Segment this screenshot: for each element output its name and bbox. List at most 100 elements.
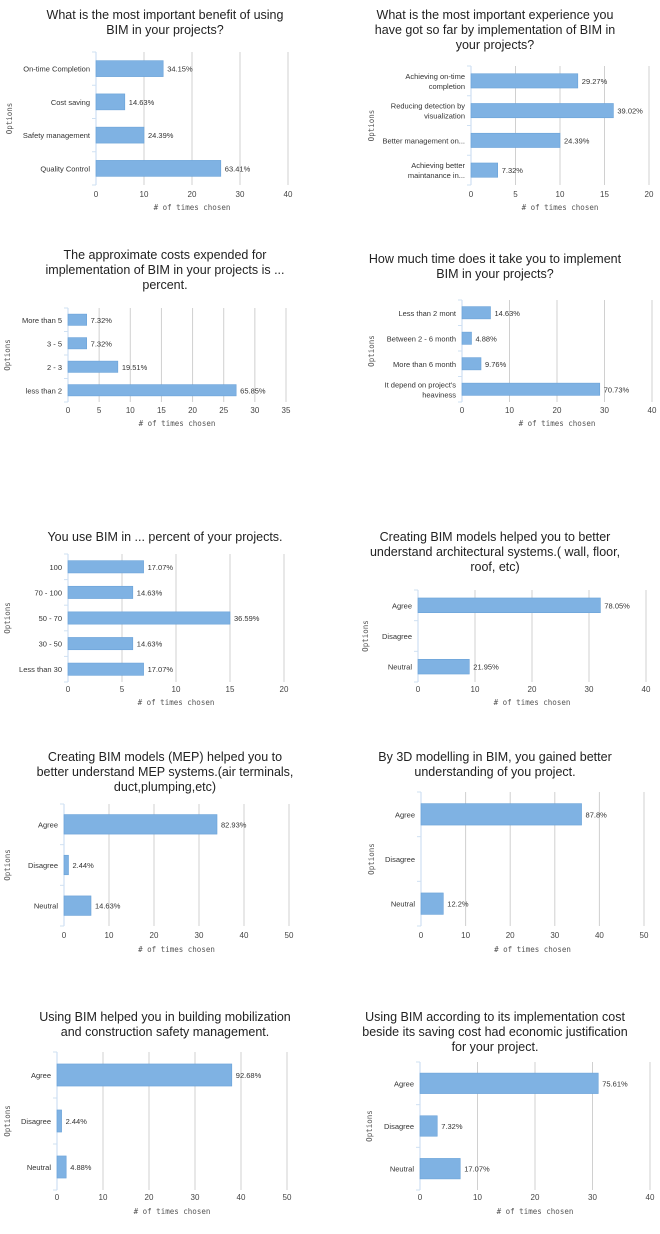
category-label: On-time Completion: [23, 65, 90, 74]
bar: [461, 382, 601, 396]
y-axis-title: Options: [5, 103, 14, 135]
data-label: 92.68%: [236, 1071, 262, 1080]
category-label: Disagree: [385, 855, 415, 864]
data-label: 7.32%: [441, 1122, 463, 1131]
category-label: Agree: [394, 1079, 414, 1088]
x-axis-title: # of times chosen: [522, 203, 599, 212]
data-label: 21.95%: [473, 663, 499, 672]
data-label: 29.27%: [582, 77, 608, 86]
category-label: Better management on...: [382, 136, 465, 145]
bar: [419, 1158, 461, 1180]
bar-chart: 0 10 20 30 40 On-time Completion 34.15% Cost sa…: [5, 51, 293, 212]
y-axis-title: Options: [367, 335, 376, 367]
x-tick-label: 10: [99, 1193, 108, 1202]
x-tick-label: 10: [505, 406, 514, 415]
x-tick-label: 20: [280, 685, 289, 694]
x-tick-label: 40: [648, 406, 657, 415]
x-tick-label: 30: [191, 1193, 200, 1202]
data-label: 70.73%: [604, 385, 630, 394]
bar: [417, 597, 601, 613]
chart-title: What is the most important benefit of us…: [46, 8, 284, 37]
chart-title: Using BIM helped you in building mobiliz…: [39, 1010, 291, 1039]
bar: [63, 895, 92, 916]
category-label: Disagree: [382, 632, 412, 641]
x-tick-label: 0: [416, 685, 421, 694]
bar: [67, 637, 134, 651]
x-tick-label: 10: [140, 190, 149, 199]
y-axis-title: Options: [367, 110, 376, 142]
category-label: Disagree: [28, 861, 58, 870]
chart-panel: What is the most important experience yo…: [330, 0, 660, 240]
x-tick-label: 5: [97, 406, 102, 415]
bar: [95, 126, 145, 144]
category-label: More than 6 month: [393, 360, 456, 369]
bar-chart: 0 10 20 30 40 Agree 75.61% Disagree 7.32% Neutral…: [365, 1061, 655, 1216]
y-axis-title: Options: [361, 620, 370, 652]
data-label: 7.32%: [91, 339, 113, 348]
x-tick-label: 20: [145, 1193, 154, 1202]
category-label: Less than 30: [19, 665, 62, 674]
x-axis-title: # of times chosen: [138, 945, 215, 954]
bar: [63, 814, 218, 835]
x-tick-label: 25: [219, 406, 228, 415]
x-axis-title: # of times chosen: [497, 1207, 574, 1216]
data-label: 36.59%: [234, 614, 260, 623]
category-label: 70 - 100: [34, 588, 62, 597]
chart-panel: By 3D modelling in BIM, you gained bette…: [330, 740, 660, 990]
data-label: 17.07%: [148, 563, 174, 572]
x-tick-label: 30: [600, 406, 609, 415]
data-label: 7.32%: [502, 166, 524, 175]
x-tick-label: 0: [418, 1193, 423, 1202]
data-label: 14.63%: [95, 902, 121, 911]
y-axis-title: Options: [3, 1105, 12, 1137]
bar: [56, 1155, 67, 1179]
y-axis-title: Options: [367, 843, 376, 875]
category-label: Agree: [31, 1071, 51, 1080]
data-label: 7.32%: [91, 316, 113, 325]
bar: [67, 360, 119, 373]
data-label: 4.88%: [476, 334, 498, 343]
category-label: Agree: [392, 601, 412, 610]
bar: [420, 892, 444, 915]
bar: [470, 73, 579, 89]
bar: [67, 313, 87, 326]
bar: [67, 384, 237, 397]
x-tick-label: 10: [461, 931, 470, 940]
x-tick-label: 35: [282, 406, 291, 415]
bar-chart: 0 5 10 15 20 25 30 35 More than 5 7.32% 3 - 5 7.32%…: [3, 307, 291, 428]
data-label: 24.39%: [564, 136, 590, 145]
x-tick-label: 30: [585, 685, 594, 694]
chart-panel: Creating BIM models (MEP) helped you to …: [0, 740, 330, 990]
bar: [419, 1115, 438, 1137]
x-tick-label: 50: [283, 1193, 292, 1202]
data-label: 75.61%: [602, 1079, 628, 1088]
data-label: 17.07%: [148, 665, 174, 674]
x-tick-label: 30: [236, 190, 245, 199]
category-label: Less than 2 mont: [398, 309, 456, 318]
bar: [470, 162, 499, 178]
x-tick-label: 10: [105, 931, 114, 940]
data-label: 65.85%: [240, 386, 266, 395]
category-label: Between 2 - 6 month: [387, 334, 456, 343]
chart-title: You use BIM in ... percent of your proje…: [47, 530, 283, 544]
data-label: 12.2%: [447, 900, 469, 909]
bar-chart: 0 10 20 30 40 Agree 78.05% Disagree Neutral 21.95…: [361, 589, 651, 707]
x-tick-label: 0: [66, 685, 71, 694]
x-tick-label: 30: [195, 931, 204, 940]
bar: [417, 659, 470, 675]
x-tick-label: 15: [226, 685, 235, 694]
category-label: Disagree: [21, 1117, 51, 1126]
x-axis-title: # of times chosen: [134, 1207, 211, 1216]
chart-panel: How much time does it take you to implem…: [330, 240, 660, 510]
category-label: Agree: [38, 820, 58, 829]
data-label: 34.15%: [167, 65, 193, 74]
chart-title: Creating BIM models (MEP) helped you to …: [36, 750, 294, 794]
x-axis-title: # of times chosen: [519, 419, 596, 428]
data-label: 17.07%: [464, 1165, 490, 1174]
x-tick-label: 5: [120, 685, 125, 694]
data-label: 78.05%: [604, 601, 630, 610]
x-tick-label: 40: [237, 1193, 246, 1202]
bar: [67, 585, 134, 599]
x-tick-label: 30: [550, 931, 559, 940]
category-label: 3 - 5: [47, 339, 62, 348]
